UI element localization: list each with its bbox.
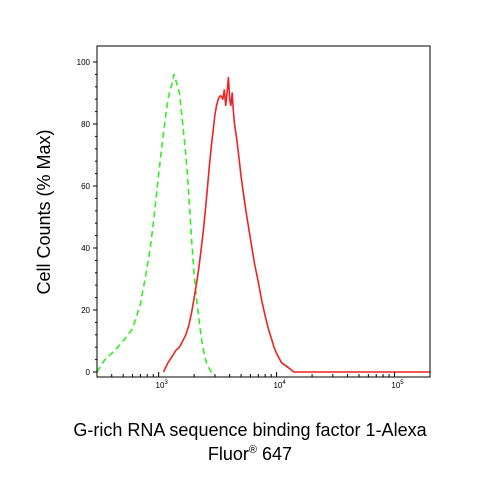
y-tick-label: 0 — [86, 368, 91, 377]
plot-area — [96, 73, 430, 373]
x-tick-label: 105 — [391, 380, 404, 390]
x-axis-title-line2: Fluor® 647 — [208, 444, 292, 464]
y-axis-title: Cell Counts (% Max) — [34, 129, 54, 294]
x-tick-label: 103 — [156, 380, 169, 390]
antibody-stained-line — [162, 76, 430, 373]
y-tick-label: 40 — [81, 244, 90, 253]
y-tick-label: 80 — [81, 120, 90, 129]
axis-titles: Cell Counts (% Max) G-rich RNA sequence b… — [34, 129, 428, 464]
x-tick-label: 104 — [273, 380, 286, 390]
isotype-control-line — [96, 73, 215, 373]
plot-frame — [96, 45, 431, 378]
axes: 0 20 40 60 80 100 103 104 105 — [77, 45, 431, 390]
y-tick-label: 100 — [77, 58, 91, 67]
y-tick-label: 20 — [81, 306, 90, 315]
y-tick-label: 60 — [81, 182, 90, 191]
x-axis-title-line1: G-rich RNA sequence binding factor 1-Ale… — [73, 420, 427, 440]
